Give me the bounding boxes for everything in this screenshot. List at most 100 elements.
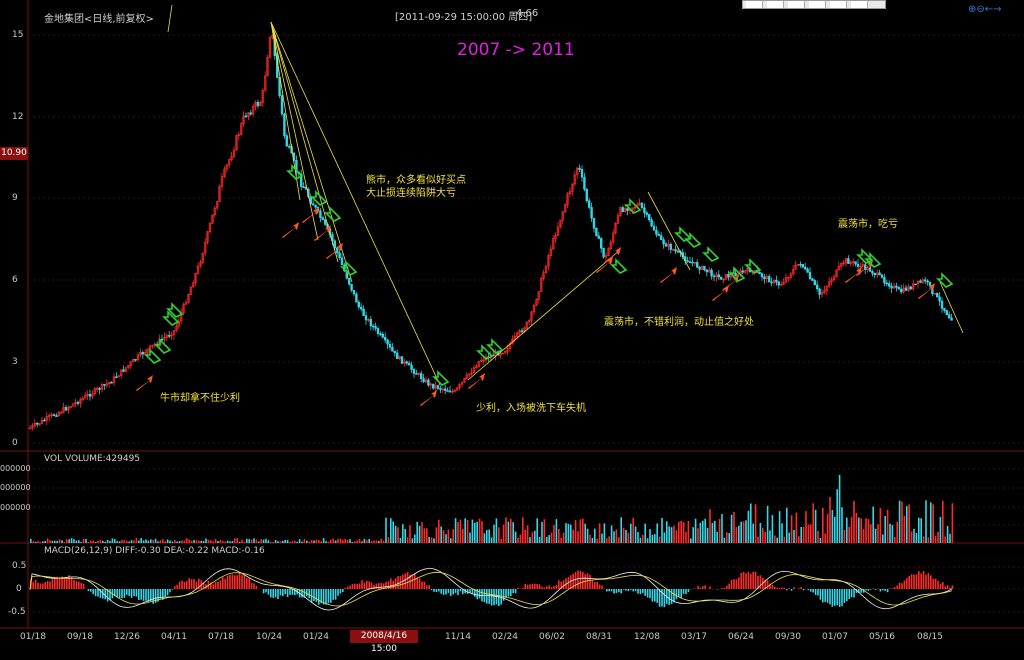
volume-bar [750, 503, 752, 543]
volume-bar [685, 531, 687, 543]
volume-bar [68, 539, 70, 543]
volume-bar [164, 541, 166, 543]
top-toolbar[interactable] [742, 0, 886, 9]
volume-bar [644, 523, 646, 543]
volume-bar [682, 522, 685, 543]
candle-body [928, 281, 932, 286]
zoom-controls[interactable]: ⊕⊖←→ [968, 4, 1002, 15]
volume-bar [922, 536, 925, 543]
candle-body [707, 269, 711, 273]
candle-body [808, 271, 812, 279]
stock-title: 金地集团<日线,前复权> [44, 14, 154, 25]
volume-bar [193, 540, 195, 543]
candle-body [400, 356, 404, 364]
candle-body [88, 393, 92, 397]
candle-body [299, 173, 303, 187]
candle-body [599, 238, 603, 249]
volume-bar [294, 540, 296, 543]
macd-bar [490, 589, 493, 606]
candle-body [403, 361, 406, 364]
volume-bar [882, 534, 884, 543]
macd-bar [728, 583, 730, 589]
volume-bar [519, 534, 522, 543]
volume-bar [870, 524, 872, 543]
candle-body [784, 277, 788, 283]
candle-body [633, 206, 637, 209]
macd-bar [224, 578, 226, 589]
volume-bar [238, 541, 241, 543]
macd-bar [514, 589, 517, 594]
macd-bar [658, 589, 661, 607]
toolbar-button[interactable] [830, 1, 847, 8]
date-tick: 12/26 [114, 632, 140, 642]
toolbar-button[interactable] [851, 1, 868, 8]
volume-bar [140, 538, 142, 543]
macd-bar [867, 589, 870, 591]
volume-bar [894, 537, 896, 543]
macd-bar [114, 589, 116, 597]
volume-bar [577, 531, 579, 543]
candle-body [323, 219, 327, 225]
macd-bar [406, 572, 409, 589]
macd-bar [865, 589, 867, 591]
toolbar-button[interactable] [746, 1, 763, 8]
zoom-out-icon[interactable]: ⊖ [976, 4, 985, 15]
candle-body [451, 390, 454, 393]
arrow-left-icon[interactable]: ← [984, 4, 994, 15]
candle-body [758, 271, 761, 275]
zoom-in-icon[interactable]: ⊕ [968, 4, 977, 15]
volume-bar [181, 540, 183, 543]
buy-arrow [314, 225, 331, 241]
volume-bar [865, 518, 867, 543]
candle-body [43, 419, 46, 422]
toolbar-button[interactable] [788, 1, 805, 8]
volume-bar [783, 536, 786, 543]
volume-bar [397, 527, 399, 543]
volume-bar [548, 535, 550, 543]
volume-bar [608, 536, 610, 543]
candle-body [100, 383, 104, 390]
sell-arrow [340, 260, 358, 276]
date-tick: 08/31 [586, 632, 612, 642]
sell-arrow [310, 190, 328, 206]
candle-body [115, 376, 118, 379]
volume-bar [920, 518, 922, 543]
macd-bar [613, 589, 615, 594]
macd-bar [219, 580, 222, 589]
volume-bar [349, 539, 351, 543]
volume-bar [913, 528, 915, 543]
macd-bar [234, 575, 236, 589]
volume-bar [426, 528, 428, 543]
volume-bar [469, 532, 471, 543]
macd-bar [882, 589, 884, 591]
toolbar-button[interactable] [809, 1, 826, 8]
volume-bar [58, 539, 61, 543]
macd-bar [241, 575, 243, 589]
arrow-right-icon[interactable]: → [993, 4, 1002, 15]
buy-arrow [856, 260, 873, 276]
candle-body [823, 290, 826, 294]
macd-bar [306, 589, 308, 597]
volume-bar [138, 540, 140, 543]
annotation-bull: 牛市却拿不住少利 [160, 393, 240, 404]
macd-bar [440, 589, 442, 594]
candle-body [347, 278, 351, 285]
candle-body [799, 263, 802, 266]
candle-body [38, 423, 41, 425]
volume-bar [370, 540, 373, 543]
macd-bar [550, 587, 553, 589]
volume-bar [267, 540, 270, 543]
toolbar-button[interactable] [767, 1, 784, 8]
macd-bar [303, 589, 306, 598]
volume-bar [37, 541, 39, 543]
macd-bar [94, 589, 97, 597]
volume-bar [728, 533, 730, 543]
candle-body [228, 159, 231, 166]
candle-body [350, 283, 353, 291]
volume-bar [925, 500, 927, 543]
volume-bar [70, 538, 73, 543]
volume-bar [404, 529, 406, 543]
macd-bar [529, 584, 531, 589]
macd-bar [644, 589, 646, 596]
